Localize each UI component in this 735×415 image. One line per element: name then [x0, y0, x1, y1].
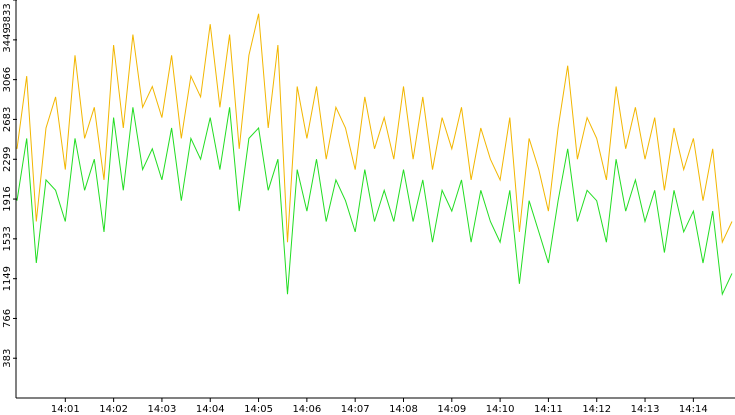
series-line — [16, 107, 733, 297]
x-tick-label: 14:04 — [196, 404, 225, 415]
x-tick-label: 14:03 — [148, 404, 177, 415]
y-tick-label: 2683 — [2, 107, 13, 132]
x-tick-label: 14:13 — [631, 404, 660, 415]
x-tick-label: 14:06 — [292, 404, 321, 415]
x-tick-label: 14:09 — [437, 404, 466, 415]
series-line — [16, 13, 733, 245]
y-tick-label: 383 — [2, 349, 13, 368]
y-tick-label: 2299 — [2, 147, 13, 172]
x-tick-label: 14:05 — [244, 404, 273, 415]
y-tick-label: 1916 — [2, 186, 13, 211]
x-tick-label: 14:02 — [99, 404, 128, 415]
y-tick-label: 3066 — [2, 67, 13, 92]
y-tick-label: 3449 — [2, 27, 13, 52]
x-tick-label: 14:11 — [534, 404, 563, 415]
x-tick-label: 14:07 — [341, 404, 370, 415]
y-tick-label: 1533 — [2, 226, 13, 251]
x-tick-label: 14:01 — [51, 404, 80, 415]
y-tick-label: 766 — [2, 309, 13, 328]
x-tick-label: 14:08 — [389, 404, 418, 415]
y-tick-label: 1149 — [2, 266, 13, 291]
x-tick-label: 14:10 — [486, 404, 515, 415]
x-tick-label: 14:14 — [679, 404, 708, 415]
x-tick-label: 14:12 — [582, 404, 611, 415]
y-tick-label: 3833 — [2, 3, 13, 28]
